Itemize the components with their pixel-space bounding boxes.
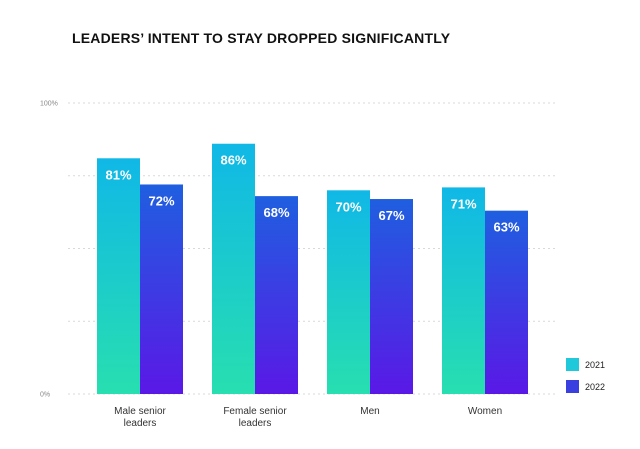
bar-value-label: 63% bbox=[493, 220, 519, 235]
bars-layer bbox=[97, 143, 528, 394]
chart-title: LEADERS’ INTENT TO STAY DROPPED SIGNIFIC… bbox=[72, 30, 451, 46]
bar-value-label: 72% bbox=[148, 193, 174, 208]
bar-2022-1 bbox=[255, 196, 298, 394]
legend: 2021 2022 bbox=[566, 358, 605, 393]
category-label: Women bbox=[468, 406, 502, 417]
y-tick-label: 100% bbox=[40, 101, 58, 108]
legend-swatch-2022 bbox=[566, 380, 579, 393]
labels-layer: 81% 72% Male senior leaders 86% 68% Female sen… bbox=[105, 153, 519, 429]
bar-value-label: 86% bbox=[220, 153, 246, 168]
legend-label: 2022 bbox=[585, 382, 605, 392]
bar-2021-2 bbox=[327, 190, 370, 394]
legend-swatch-2021 bbox=[566, 358, 579, 371]
bar-2021-1 bbox=[212, 143, 255, 394]
bar-value-label: 67% bbox=[378, 208, 404, 223]
category-label: Male senior leaders bbox=[114, 406, 166, 429]
bar-2022-0 bbox=[140, 184, 183, 394]
bar-value-label: 81% bbox=[105, 167, 131, 182]
bar-2022-3 bbox=[485, 210, 528, 394]
bar-2021-3 bbox=[442, 187, 485, 394]
bar-2022-2 bbox=[370, 199, 413, 394]
bar-value-label: 68% bbox=[263, 205, 289, 220]
legend-label: 2021 bbox=[585, 360, 605, 370]
category-label: Men bbox=[360, 406, 379, 417]
bar-value-label: 70% bbox=[335, 199, 361, 214]
y-tick-label: 0% bbox=[40, 392, 50, 399]
bar-2021-0 bbox=[97, 158, 140, 394]
bar-value-label: 71% bbox=[450, 196, 476, 211]
category-label: Female senior leaders bbox=[223, 406, 287, 429]
